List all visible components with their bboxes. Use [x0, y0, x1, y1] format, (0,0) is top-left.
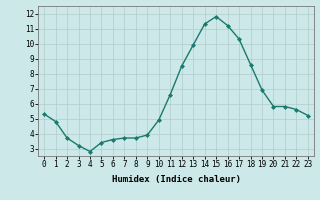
X-axis label: Humidex (Indice chaleur): Humidex (Indice chaleur) — [111, 175, 241, 184]
